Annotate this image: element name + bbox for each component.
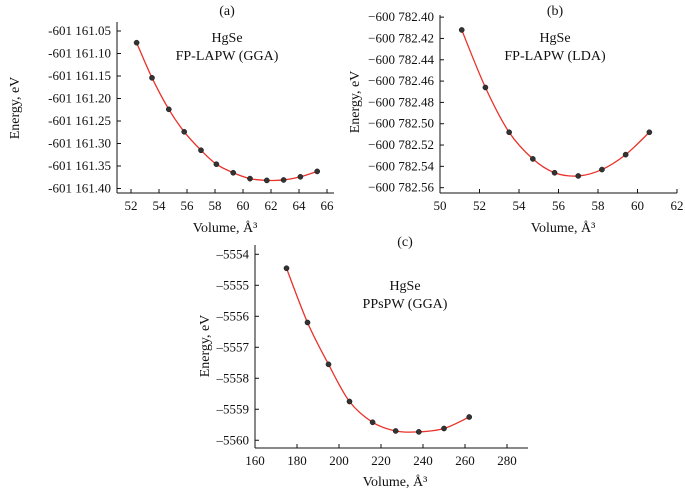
x-tick-label: 58 bbox=[209, 198, 222, 213]
data-point bbox=[165, 106, 172, 113]
y-tick-label: -601 161.35 bbox=[48, 158, 111, 173]
data-point bbox=[149, 75, 155, 81]
data-point bbox=[482, 84, 489, 91]
y-tick-label: -601 161.40 bbox=[48, 181, 111, 196]
chart-annotation-line: FP-LAPW (GGA) bbox=[176, 49, 279, 64]
chart-annotation-line: HgSe bbox=[539, 31, 570, 46]
data-point bbox=[415, 429, 422, 435]
chart-annotation-line: HgSe bbox=[389, 279, 420, 294]
y-tick-label: –5555 bbox=[216, 277, 250, 292]
data-point bbox=[646, 129, 653, 136]
y-tick-label: −600 782.42 bbox=[368, 30, 434, 45]
x-tick-label: 52 bbox=[473, 198, 486, 213]
data-point bbox=[458, 27, 465, 33]
data-point bbox=[230, 169, 236, 176]
data-point bbox=[441, 425, 447, 432]
y-tick-label: -601 161.25 bbox=[48, 113, 111, 128]
x-tick-label: 62 bbox=[265, 198, 278, 213]
y-tick-label: −600 782.44 bbox=[368, 52, 434, 67]
data-point bbox=[346, 398, 353, 405]
data-point bbox=[325, 361, 332, 368]
data-point bbox=[599, 166, 605, 173]
y-axis-label: Energy, eV bbox=[198, 315, 213, 378]
x-tick-label: 64 bbox=[293, 198, 307, 213]
y-tick-label: –5556 bbox=[216, 308, 250, 323]
x-tick-label: 54 bbox=[513, 198, 527, 213]
y-tick-label: −600 782.54 bbox=[368, 158, 434, 173]
data-point bbox=[247, 175, 253, 182]
y-tick-label: -601 161.15 bbox=[48, 68, 111, 83]
x-tick-label: 240 bbox=[413, 453, 433, 468]
x-tick-label: 200 bbox=[329, 453, 349, 468]
x-axis-label: Volume, Å³ bbox=[363, 474, 428, 490]
series-line bbox=[285, 268, 470, 433]
panel-c-energy-volume-chart: 160 180 200 220 240 260 280 –5554 –5555 –5556 –555… bbox=[198, 235, 528, 490]
data-point bbox=[314, 168, 321, 175]
panel-label: (b) bbox=[547, 4, 564, 19]
x-tick-label: 52 bbox=[125, 198, 138, 213]
panel-label: (c) bbox=[397, 235, 413, 250]
x-tick-label: 62 bbox=[671, 198, 684, 213]
data-point bbox=[181, 128, 187, 135]
y-tick-label: –5558 bbox=[216, 370, 250, 385]
x-tick-label: 60 bbox=[237, 198, 250, 213]
panel-b-energy-volume-chart: 50 52 54 56 58 60 62 −600 782.40 −600 782.42 −600… bbox=[348, 4, 684, 236]
y-tick-label: -601 161.10 bbox=[48, 46, 111, 61]
x-tick-label: 160 bbox=[245, 453, 265, 468]
data-point bbox=[304, 319, 311, 326]
x-tick-label: 50 bbox=[434, 198, 447, 213]
data-point bbox=[506, 129, 512, 136]
x-tick-label: 280 bbox=[497, 453, 517, 468]
data-point bbox=[280, 177, 287, 183]
chart-annotation-line: FP-LAPW (LDA) bbox=[504, 49, 606, 64]
x-tick-label: 66 bbox=[321, 198, 335, 213]
x-tick-label: 54 bbox=[153, 198, 167, 213]
y-tick-label: –5557 bbox=[216, 339, 250, 354]
x-tick-label: 180 bbox=[287, 453, 307, 468]
data-point bbox=[575, 173, 582, 179]
data-point bbox=[369, 419, 376, 426]
data-point bbox=[283, 265, 290, 272]
panel-label: (a) bbox=[219, 4, 235, 19]
data-point bbox=[466, 414, 473, 420]
y-tick-label: −600 782.48 bbox=[368, 94, 434, 109]
data-point bbox=[392, 428, 399, 434]
x-tick-label: 220 bbox=[371, 453, 391, 468]
y-tick-label: −600 782.50 bbox=[368, 116, 434, 131]
x-axis-label: Volume, Å³ bbox=[531, 220, 596, 236]
data-point bbox=[551, 169, 558, 176]
panel-a-energy-volume-chart: 52 54 56 58 60 62 64 66 -601 161.05 -601 161.10 -6… bbox=[8, 4, 334, 236]
y-tick-label: −600 782.46 bbox=[368, 73, 434, 88]
x-axis-label: Volume, Å³ bbox=[193, 220, 258, 236]
data-point bbox=[263, 177, 270, 184]
data-point bbox=[530, 156, 536, 162]
x-tick-label: 60 bbox=[631, 198, 644, 213]
y-tick-label: -601 161.30 bbox=[48, 136, 111, 151]
data-point bbox=[198, 147, 204, 154]
data-point bbox=[622, 151, 629, 158]
y-tick-label: -601 161.20 bbox=[48, 91, 111, 106]
y-axis-label: Energy, eV bbox=[8, 77, 23, 140]
y-tick-label: −600 782.56 bbox=[368, 180, 434, 195]
x-tick-label: 56 bbox=[181, 198, 195, 213]
y-tick-label: –5560 bbox=[216, 432, 250, 447]
data-point bbox=[297, 173, 304, 180]
chart-annotation-line: PPsPW (GGA) bbox=[363, 297, 448, 312]
y-tick-label: -601 161.05 bbox=[48, 23, 111, 38]
data-point bbox=[133, 39, 140, 46]
chart-annotation-line: HgSe bbox=[211, 31, 242, 46]
data-point bbox=[213, 161, 220, 167]
x-tick-label: 260 bbox=[455, 453, 475, 468]
y-axis-label: Energy, eV bbox=[348, 71, 363, 134]
y-tick-label: −600 782.52 bbox=[368, 137, 434, 152]
y-tick-label: –5554 bbox=[216, 246, 250, 261]
x-tick-label: 58 bbox=[592, 198, 605, 213]
x-tick-label: 56 bbox=[552, 198, 566, 213]
y-tick-label: –5559 bbox=[216, 401, 250, 416]
y-tick-label: −600 782.40 bbox=[368, 9, 434, 24]
